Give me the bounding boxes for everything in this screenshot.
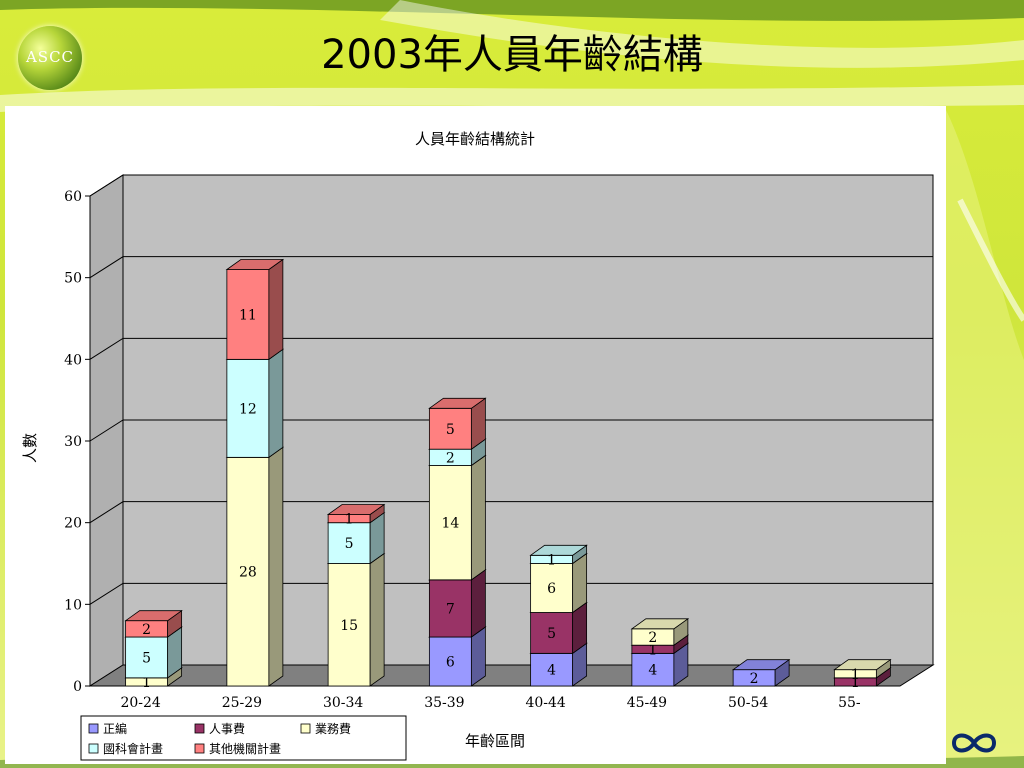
data-label: 2 — [142, 622, 151, 638]
legend-swatch — [88, 723, 99, 734]
bar-segment-top — [731, 659, 791, 671]
bar-segment — [631, 652, 675, 687]
x-tick-label: 40-44 — [525, 695, 565, 711]
bar-segment-top — [630, 618, 690, 630]
data-label: 2 — [750, 671, 759, 687]
data-label: 1 — [851, 675, 860, 691]
data-label: 1 — [345, 512, 354, 528]
gridline — [89, 337, 933, 360]
chart-panel: 0 10 20 30 40 50 60 人員年齡結構統計 人數 年齡區間 1 5 2 20-24 28 12 1… — [5, 106, 946, 764]
chart-floor — [88, 664, 935, 687]
stacked-bar-chart: 0102030405060人員年齡結構統計人數年齡區間15220-2428121… — [21, 130, 935, 761]
bar-segment-side — [268, 258, 284, 361]
y-tick-label: 10 — [64, 597, 82, 613]
data-label: 1 — [851, 667, 860, 683]
x-tick-label: 50-54 — [728, 695, 768, 711]
legend-label: 國科會計畫 — [103, 741, 163, 756]
bar-segment-side — [369, 552, 385, 687]
x-tick-label: 20-24 — [120, 695, 160, 711]
x-tick-label: 35-39 — [424, 695, 464, 711]
x-tick-label: 30-34 — [323, 695, 363, 711]
ascc-logo: ASCC — [18, 26, 82, 90]
y-tick-label: 40 — [64, 352, 82, 368]
data-label: 5 — [345, 536, 354, 552]
bar-segment — [530, 612, 574, 654]
x-tick-label: 55- — [838, 695, 861, 711]
y-tick-label: 50 — [64, 271, 82, 287]
bar-segment — [226, 358, 270, 458]
bar-segment — [327, 522, 371, 564]
bar-segment — [428, 579, 472, 638]
legend-swatch — [194, 743, 205, 754]
data-label: 11 — [239, 307, 257, 323]
legend-label: 其他機關計畫 — [209, 741, 281, 756]
logo-text: ASCC — [25, 48, 75, 66]
data-label: 14 — [441, 516, 459, 532]
data-label: 1 — [547, 552, 556, 568]
bar-segment-top — [225, 259, 285, 270]
legend-swatch — [194, 723, 205, 734]
bar-segment-top — [428, 397, 487, 409]
gridline — [89, 256, 933, 279]
data-label: 6 — [547, 581, 556, 597]
data-label: 1 — [142, 675, 151, 691]
bar-segment-top — [833, 659, 892, 671]
y-tick-label: 0 — [73, 679, 82, 695]
data-label: 5 — [547, 626, 556, 642]
y-tick-label: 60 — [64, 189, 82, 205]
gridline — [89, 501, 933, 524]
legend-swatch — [88, 743, 99, 754]
gridline — [89, 174, 933, 197]
data-label: 2 — [648, 630, 657, 646]
gridline — [89, 419, 933, 442]
bar-segment-side — [470, 454, 486, 581]
data-label: 6 — [446, 655, 455, 671]
data-label: 2 — [446, 450, 455, 466]
bar-segment — [125, 636, 169, 679]
infinity-icon — [951, 733, 997, 753]
data-label: 15 — [340, 618, 358, 634]
legend — [80, 715, 407, 761]
data-label: 12 — [239, 401, 257, 417]
data-label: 1 — [648, 642, 657, 658]
y-axis-label: 人數 — [21, 433, 39, 463]
y-tick-label: 30 — [64, 434, 82, 450]
x-tick-label: 25-29 — [222, 695, 262, 711]
legend-label: 正編 — [103, 721, 127, 736]
data-label: 4 — [648, 663, 657, 679]
y-tick-label: 20 — [64, 516, 82, 532]
bar-segment-top — [124, 610, 183, 622]
bar-segment — [327, 563, 371, 687]
legend-label: 人事費 — [209, 721, 245, 736]
bar-segment — [226, 456, 270, 687]
bar-segment-side — [268, 446, 284, 687]
data-label: 4 — [547, 663, 556, 679]
bar-segment-top — [326, 504, 386, 515]
data-label: 5 — [142, 650, 151, 666]
bar-segment-side — [470, 569, 486, 638]
data-label: 5 — [446, 422, 455, 438]
chart-title: 人員年齡結構統計 — [415, 130, 535, 148]
gridline — [89, 582, 933, 605]
legend-label: 業務費 — [315, 721, 351, 736]
data-label: 7 — [446, 601, 455, 617]
slide-title: 2003年人員年齡結構 — [321, 32, 703, 78]
x-tick-label: 45-49 — [627, 695, 667, 711]
legend-swatch — [300, 723, 311, 734]
bar-segment-side — [268, 348, 284, 459]
data-label: 28 — [239, 565, 257, 581]
x-axis-label: 年齡區間 — [465, 732, 525, 750]
bar-segment-top — [529, 544, 588, 556]
